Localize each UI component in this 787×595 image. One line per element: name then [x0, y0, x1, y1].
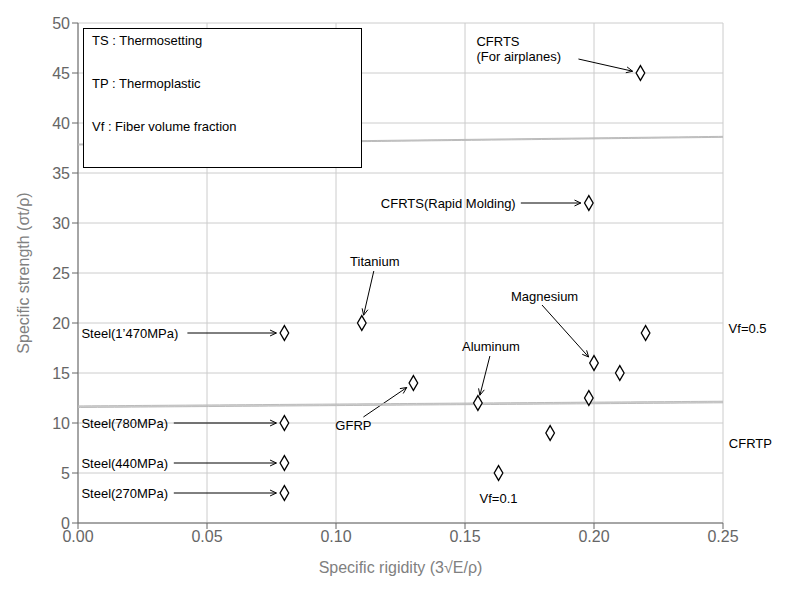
svg-text:0.00: 0.00 [62, 528, 94, 546]
svg-text:0.10: 0.10 [320, 528, 351, 545]
svg-text:Vf=0.1: Vf=0.1 [480, 491, 518, 506]
html-text:TP : Thermoplastic: TP : Thermoplastic [92, 76, 201, 91]
svg-text:25: 25 [52, 265, 70, 282]
svg-text:0.05: 0.05 [191, 528, 222, 545]
svg-text:30: 30 [52, 215, 70, 232]
svg-text:0.15: 0.15 [449, 528, 480, 545]
svg-text:CFRTP: CFRTP [729, 436, 772, 451]
svg-text:Vf=0.5: Vf=0.5 [729, 321, 767, 336]
svg-text:Titanium: Titanium [350, 254, 399, 269]
svg-text:35: 35 [52, 165, 70, 182]
html-text:TS : Thermosetting: TS : Thermosetting [92, 33, 203, 48]
svg-text:15: 15 [52, 365, 70, 382]
svg-text:Steel(1’470MPa): Steel(1’470MPa) [81, 326, 178, 341]
svg-text:5: 5 [61, 465, 70, 482]
svg-text:20: 20 [52, 315, 70, 332]
svg-text:0.25: 0.25 [707, 528, 738, 545]
svg-text:Specific strength (σt/ρ): Specific strength (σt/ρ) [15, 192, 32, 353]
svg-text:Steel(780MPa): Steel(780MPa) [81, 416, 168, 431]
svg-text:GFRP: GFRP [335, 418, 371, 433]
svg-text:0: 0 [61, 515, 70, 532]
svg-text:45: 45 [52, 65, 70, 82]
svg-text:Steel(440MPa): Steel(440MPa) [81, 456, 168, 471]
svg-text:Aluminum: Aluminum [462, 339, 520, 354]
svg-text:CFRTS(Rapid Molding): CFRTS(Rapid Molding) [381, 196, 516, 211]
svg-text:0.20: 0.20 [578, 528, 609, 545]
svg-text:Specific rigidity (3√E/ρ): Specific rigidity (3√E/ρ) [319, 559, 483, 576]
svg-text:40: 40 [52, 115, 70, 132]
svg-text:Steel(270MPa): Steel(270MPa) [81, 486, 168, 501]
svg-text:Magnesium: Magnesium [511, 289, 578, 304]
svg-text:50: 50 [52, 15, 70, 32]
html-text:Vf : Fiber volume fraction: Vf : Fiber volume fraction [92, 119, 237, 134]
svg-text:10: 10 [52, 415, 70, 432]
svg-text:CFRTS(For airplanes): CFRTS(For airplanes) [476, 33, 561, 63]
